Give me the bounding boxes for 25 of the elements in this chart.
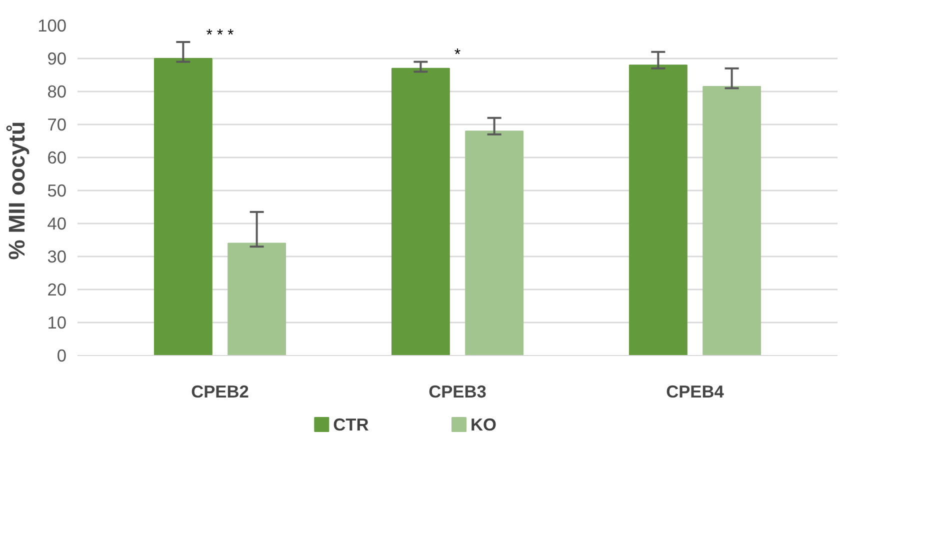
legend-label: CTR [333,414,370,434]
bar [465,130,524,356]
bar [628,64,688,356]
x-tick-label: CPEB3 [428,382,487,402]
y-axis-title: % MII oocytů [4,121,30,260]
y-tick-label: 10 [47,312,67,332]
annotation: * [454,46,461,64]
y-tick-label: 50 [47,180,67,200]
bar [228,242,286,356]
y-tick-label: 70 [47,114,67,134]
bar [154,58,212,356]
y-tick-label: 80 [47,82,67,102]
y-tick-label: 30 [47,246,67,266]
bar [702,86,762,356]
y-tick-label: 40 [47,214,67,234]
bar [391,68,450,356]
x-tick-label: CPEB4 [666,382,724,402]
y-tick-label: 0 [56,346,67,366]
y-tick-label: 20 [47,280,67,300]
y-tick-label: 60 [47,148,67,168]
y-tick-label: 90 [47,48,67,68]
x-tick-label: CPEB2 [191,382,249,402]
y-tick-label: 100 [38,16,67,36]
legend-label: KO [470,414,496,434]
annotation: * * * [206,26,234,44]
